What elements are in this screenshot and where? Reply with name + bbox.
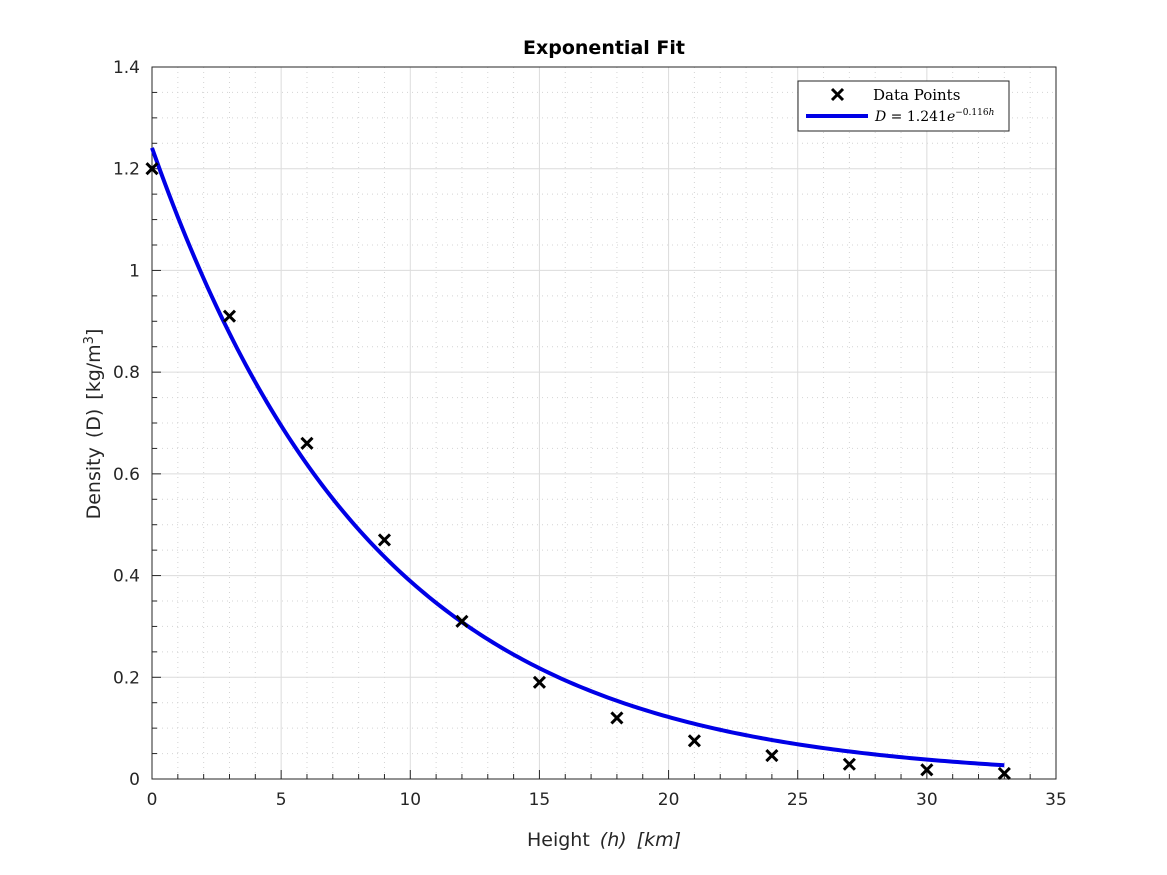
data-point-marker bbox=[222, 309, 237, 323]
legend-marker-data-points bbox=[830, 87, 845, 102]
y-tick-label: 0.8 bbox=[113, 363, 140, 383]
data-point-marker bbox=[610, 711, 624, 725]
legend-fit-eq: = 1.241 bbox=[886, 109, 947, 125]
minor-grid bbox=[152, 67, 1056, 779]
y-axis-label-unit-exponent: 3 bbox=[82, 336, 97, 344]
y-axis-label-main: Density bbox=[83, 447, 105, 519]
y-axis-label-unit: [kg/m bbox=[83, 344, 105, 399]
data-point-marker bbox=[920, 763, 934, 777]
legend-fit-exp-var: h bbox=[989, 108, 995, 118]
x-axis-label-symbol: (h) bbox=[600, 829, 627, 851]
y-tick-label: 0 bbox=[129, 770, 140, 790]
x-tick-label: 20 bbox=[658, 790, 680, 810]
y-axis-label: Density (D) [kg/m3] bbox=[82, 329, 105, 520]
data-point-marker bbox=[455, 614, 469, 628]
chart-title: Exponential Fit bbox=[523, 37, 685, 59]
axis-ticks bbox=[151, 66, 1057, 780]
x-tick-label: 25 bbox=[787, 790, 809, 810]
x-tick-label: 30 bbox=[916, 790, 938, 810]
x-axis-label-unit: [km] bbox=[637, 829, 681, 851]
data-point-marker bbox=[377, 533, 392, 547]
x-tick-label: 10 bbox=[399, 790, 421, 810]
data-point-marker bbox=[300, 436, 314, 450]
legend-fit-base: e bbox=[947, 109, 955, 125]
data-point-marker bbox=[842, 757, 856, 771]
series-layer bbox=[145, 147, 1011, 780]
legend-fit-lhs: D bbox=[874, 109, 886, 125]
data-point-marker bbox=[145, 162, 159, 176]
tick-labels: 0 5 10 15 20 25 30 35 0 0.2 0.4 0.6 0.8 1 1.2 1.4 bbox=[113, 58, 1067, 810]
x-tick-label: 0 bbox=[147, 790, 158, 810]
fit-curve bbox=[150, 147, 1005, 768]
legend-fit-exp-num: −0.116 bbox=[955, 108, 989, 118]
y-axis-label-symbol: (D) bbox=[83, 409, 105, 438]
legend: Data Points D = 1.241e−0.116h bbox=[797, 80, 1010, 132]
y-tick-label: 0.4 bbox=[113, 567, 140, 587]
legend-label-data-points: Data Points bbox=[873, 86, 960, 104]
y-tick-label: 0.2 bbox=[113, 668, 140, 688]
legend-label-fit: D = 1.241e−0.116h bbox=[874, 108, 994, 125]
y-tick-label: 0.6 bbox=[113, 465, 140, 485]
y-tick-label: 1 bbox=[129, 261, 140, 281]
y-tick-label: 1.2 bbox=[113, 160, 140, 180]
data-point-marker bbox=[687, 734, 701, 748]
x-tick-label: 15 bbox=[529, 790, 551, 810]
y-axis-label-unit-close: ] bbox=[83, 329, 105, 336]
x-axis-label: Height (h) [km] bbox=[527, 829, 681, 851]
data-point-marker bbox=[532, 675, 546, 689]
data-point-marker bbox=[997, 766, 1011, 780]
x-tick-label: 35 bbox=[1045, 790, 1067, 810]
x-axis-label-main: Height bbox=[527, 829, 590, 851]
y-tick-label: 1.4 bbox=[113, 58, 140, 78]
data-point-marker bbox=[765, 749, 779, 763]
x-tick-label: 5 bbox=[276, 790, 287, 810]
